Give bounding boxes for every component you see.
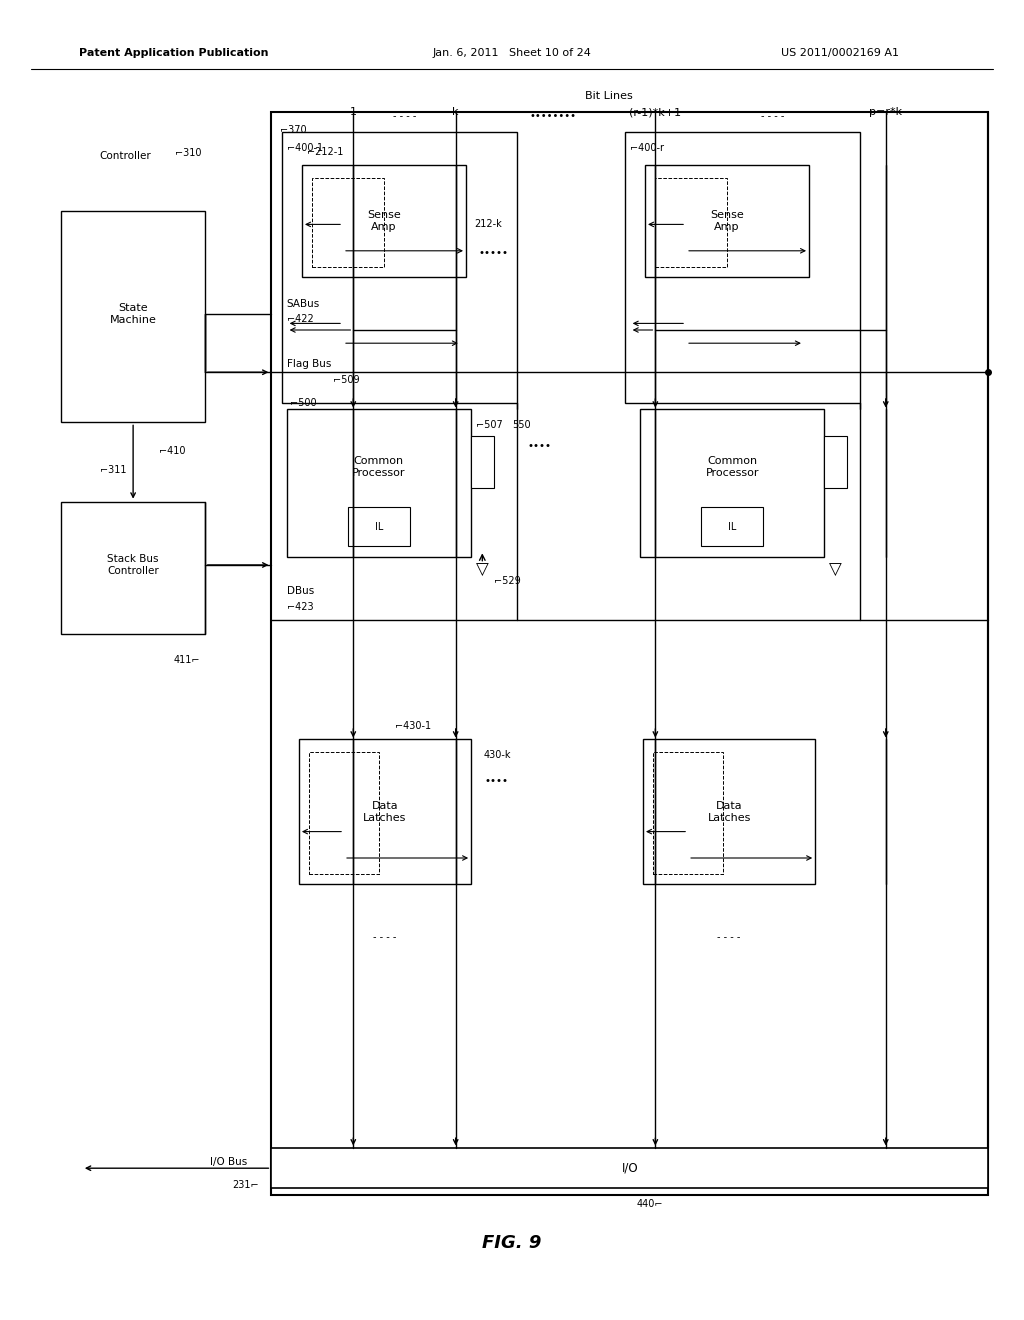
Text: ⌐430-1: ⌐430-1 (395, 721, 431, 731)
Text: ⌐310: ⌐310 (175, 148, 202, 158)
Bar (824, 436, 847, 488)
Text: ⌐529: ⌐529 (494, 576, 520, 586)
Text: ▽: ▽ (476, 561, 488, 579)
Text: 212-k: 212-k (474, 219, 502, 230)
Bar (302, 165, 466, 277)
Text: ⌐400-1: ⌐400-1 (287, 143, 323, 153)
Text: 1: 1 (350, 107, 356, 117)
Text: IL: IL (728, 521, 736, 532)
Bar (287, 409, 471, 557)
Text: Sense
Amp: Sense Amp (368, 210, 400, 232)
Bar (348, 507, 410, 546)
Text: •••••: ••••• (478, 248, 508, 259)
Text: IL: IL (375, 521, 383, 532)
Bar (271, 112, 988, 1195)
Text: 550: 550 (512, 420, 530, 430)
Bar (645, 165, 809, 277)
Text: FIG. 9: FIG. 9 (482, 1234, 542, 1253)
Bar (640, 409, 824, 557)
Text: Common
Processor: Common Processor (352, 457, 406, 478)
Bar (625, 132, 860, 403)
Text: ⌐410: ⌐410 (159, 446, 185, 457)
Text: Patent Application Publication: Patent Application Publication (79, 48, 269, 58)
Text: Data
Latches: Data Latches (364, 801, 407, 822)
Text: ⌐423: ⌐423 (287, 602, 313, 612)
Bar (61, 211, 205, 422)
Text: ⌐509: ⌐509 (333, 375, 359, 385)
Text: Data
Latches: Data Latches (708, 801, 751, 822)
Bar (282, 132, 517, 403)
Bar (655, 178, 727, 267)
Text: ••••: •••• (484, 776, 509, 787)
Text: I/O Bus: I/O Bus (210, 1156, 247, 1167)
Bar (471, 436, 494, 488)
Text: Flag Bus: Flag Bus (287, 359, 331, 370)
Text: ⌐400-r: ⌐400-r (630, 143, 664, 153)
Text: SABus: SABus (287, 298, 319, 309)
Text: Stack Bus
Controller: Stack Bus Controller (108, 554, 159, 576)
Text: 430-k: 430-k (483, 750, 511, 760)
Text: ⌐500: ⌐500 (290, 397, 316, 408)
Text: Bit Lines: Bit Lines (586, 91, 633, 102)
Text: DBus: DBus (287, 586, 314, 597)
Bar (309, 752, 379, 874)
Text: - - - -: - - - - (374, 932, 396, 942)
Bar (312, 178, 384, 267)
Bar (61, 502, 205, 634)
Bar (653, 752, 723, 874)
Text: ⌐370: ⌐370 (280, 125, 306, 136)
Text: - - - -: - - - - (718, 932, 740, 942)
Text: p=r*k: p=r*k (869, 107, 902, 117)
Text: 440⌐: 440⌐ (637, 1199, 664, 1209)
Text: ⌐212-1: ⌐212-1 (307, 147, 344, 157)
Text: State
Machine: State Machine (110, 304, 157, 325)
Text: 411⌐: 411⌐ (173, 655, 200, 665)
Bar (299, 739, 471, 884)
Text: I/O: I/O (622, 1162, 638, 1175)
Text: Sense
Amp: Sense Amp (711, 210, 743, 232)
Text: ⌐422: ⌐422 (287, 314, 313, 325)
Text: Common
Processor: Common Processor (706, 457, 759, 478)
Bar (271, 1148, 988, 1188)
Text: ••••: •••• (527, 441, 551, 451)
Bar (643, 739, 815, 884)
Text: k: k (453, 107, 459, 117)
Text: US 2011/0002169 A1: US 2011/0002169 A1 (780, 48, 899, 58)
Bar (701, 507, 763, 546)
Text: ⌐311: ⌐311 (100, 465, 127, 475)
Text: ••••••••: •••••••• (529, 111, 577, 121)
Text: - - - -: - - - - (393, 111, 416, 121)
Text: ⌐507: ⌐507 (476, 420, 503, 430)
Text: Jan. 6, 2011   Sheet 10 of 24: Jan. 6, 2011 Sheet 10 of 24 (432, 48, 592, 58)
Text: Controller: Controller (99, 150, 152, 161)
Text: (r-1)*k+1: (r-1)*k+1 (630, 107, 681, 117)
Text: 231⌐: 231⌐ (232, 1180, 259, 1191)
Text: - - - -: - - - - (762, 111, 784, 121)
Text: ▽: ▽ (829, 561, 842, 579)
